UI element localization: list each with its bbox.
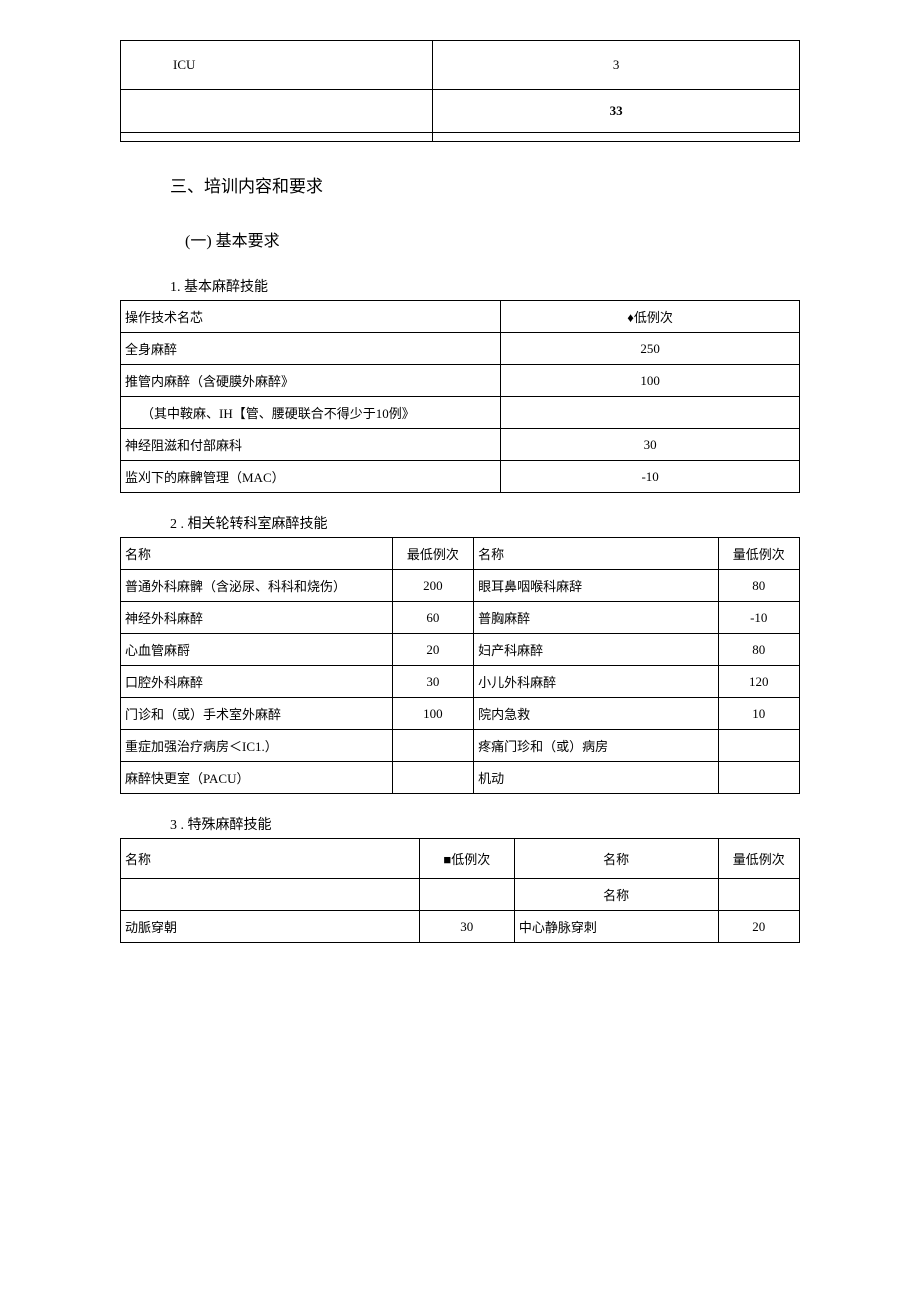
header-cell: ■低例次 xyxy=(419,839,514,879)
table-row: 神经外科麻醉 60 普胸麻醉 -10 xyxy=(121,602,800,634)
table-subheader-row: 名称 xyxy=(121,879,800,911)
header-cell: 量低例次 xyxy=(718,538,800,570)
table-row: 门诊和（或）手术室外麻醉 100 院内急救 10 xyxy=(121,698,800,730)
cell-label: 麻醉快更室（PACU） xyxy=(121,762,393,794)
basic-skills-table: 操作技术名芯 ♦低例次 全身麻醉 250 推管内麻醉（含硬膜外麻醉》 100 （… xyxy=(120,300,800,493)
table-row: 33 xyxy=(121,90,800,133)
table-row: 麻醉快更室（PACU） 机动 xyxy=(121,762,800,794)
cell-value: 20 xyxy=(718,911,800,943)
cell-label: 神经外科麻醉 xyxy=(121,602,393,634)
cell-label: 门诊和（或）手术室外麻醉 xyxy=(121,698,393,730)
cell-value: 30 xyxy=(419,911,514,943)
cell-label: 神经阻滋和付部麻科 xyxy=(121,429,501,461)
item-heading-2: 2 . 相关轮转科室麻醉技能 xyxy=(170,513,800,533)
sub-heading: (一) 基本要求 xyxy=(185,227,800,251)
header-cell: 名称 xyxy=(514,879,718,911)
table-row: 全身麻醉 250 xyxy=(121,333,800,365)
table-row xyxy=(121,133,800,142)
table-row: 神经阻滋和付部麻科 30 xyxy=(121,429,800,461)
header-cell: 量低例次 xyxy=(718,839,800,879)
cell-value xyxy=(392,730,473,762)
cell-value: -10 xyxy=(501,461,800,493)
cell-label: 眼耳鼻咽喉科麻辞 xyxy=(474,570,718,602)
cell-label: 监刈下的麻髀管理（MAC） xyxy=(121,461,501,493)
cell-label xyxy=(121,90,433,133)
cell-value: 33 xyxy=(433,90,800,133)
cell-empty xyxy=(718,879,800,911)
table-row: （其中鞍麻、IH【管、腰硬联合不得少于10例》 xyxy=(121,397,800,429)
cell-label: 普通外科麻髀（含泌尿、科科和烧伤） xyxy=(121,570,393,602)
table-row: 动脈穿朝 30 中心静脉穿刺 20 xyxy=(121,911,800,943)
cell-value: -10 xyxy=(718,602,800,634)
table-row: ICU 3 xyxy=(121,41,800,90)
cell-value: 120 xyxy=(718,666,800,698)
section-heading: 三、培训内容和要求 xyxy=(170,172,800,197)
cell-value: 80 xyxy=(718,634,800,666)
header-cell: 名称 xyxy=(514,839,718,879)
cell-value: 60 xyxy=(392,602,473,634)
cell-value: 200 xyxy=(392,570,473,602)
cell-value xyxy=(718,762,800,794)
cell-label: 推管内麻醉（含硬膜外麻醉》 xyxy=(121,365,501,397)
cell-empty xyxy=(121,133,433,142)
header-cell: 名称 xyxy=(474,538,718,570)
cell-value xyxy=(392,762,473,794)
item-heading-1: 1. 基本麻醉技能 xyxy=(170,276,800,296)
item-heading-3: 3 . 特殊麻醉技能 xyxy=(170,814,800,834)
cell-value: 3 xyxy=(433,41,800,90)
table-row: 监刈下的麻髀管理（MAC） -10 xyxy=(121,461,800,493)
table-row: 推管内麻醉（含硬膜外麻醉》 100 xyxy=(121,365,800,397)
cell-value xyxy=(718,730,800,762)
cell-value: 100 xyxy=(501,365,800,397)
cell-empty xyxy=(419,879,514,911)
table-row: 重症加强治疗病房＜IC1.） 疼痛门珍和（或）病房 xyxy=(121,730,800,762)
cell-label: 普胸麻醉 xyxy=(474,602,718,634)
cell-label: 妇产科麻醉 xyxy=(474,634,718,666)
cell-empty xyxy=(121,879,420,911)
cell-label: 动脈穿朝 xyxy=(121,911,420,943)
header-cell: 最低例次 xyxy=(392,538,473,570)
rotation-skills-table: 名称 最低例次 名称 量低例次 普通外科麻髀（含泌尿、科科和烧伤） 200 眼耳… xyxy=(120,537,800,794)
cell-label: 心血管麻酹 xyxy=(121,634,393,666)
special-skills-table: 名称 ■低例次 名称 量低例次 名称 动脈穿朝 30 中心静脉穿刺 20 xyxy=(120,838,800,943)
header-cell: ♦低例次 xyxy=(501,301,800,333)
cell-label: 疼痛门珍和（或）病房 xyxy=(474,730,718,762)
cell-label: 院内急救 xyxy=(474,698,718,730)
cell-value: 30 xyxy=(501,429,800,461)
cell-label: 小儿外科麻醉 xyxy=(474,666,718,698)
cell-label: 机动 xyxy=(474,762,718,794)
cell-value: 80 xyxy=(718,570,800,602)
cell-label: ICU xyxy=(121,41,433,90)
table-row: 口腔外科麻醉 30 小儿外科麻醉 120 xyxy=(121,666,800,698)
header-cell: 名称 xyxy=(121,839,420,879)
table-row: 普通外科麻髀（含泌尿、科科和烧伤） 200 眼耳鼻咽喉科麻辞 80 xyxy=(121,570,800,602)
cell-value: 250 xyxy=(501,333,800,365)
cell-label: 口腔外科麻醉 xyxy=(121,666,393,698)
cell-value: 10 xyxy=(718,698,800,730)
cell-label: 中心静脉穿刺 xyxy=(514,911,718,943)
cell-label: 重症加强治疗病房＜IC1.） xyxy=(121,730,393,762)
cell-value: 20 xyxy=(392,634,473,666)
header-cell: 名称 xyxy=(121,538,393,570)
table-header-row: 名称 最低例次 名称 量低例次 xyxy=(121,538,800,570)
cell-empty xyxy=(433,133,800,142)
cell-label: 全身麻醉 xyxy=(121,333,501,365)
cell-note: （其中鞍麻、IH【管、腰硬联合不得少于10例》 xyxy=(121,397,501,429)
table-header-row: 操作技术名芯 ♦低例次 xyxy=(121,301,800,333)
header-cell: 操作技术名芯 xyxy=(121,301,501,333)
table-row: 心血管麻酹 20 妇产科麻醉 80 xyxy=(121,634,800,666)
cell-value: 100 xyxy=(392,698,473,730)
rotation-table: ICU 3 33 xyxy=(120,40,800,142)
table-header-row: 名称 ■低例次 名称 量低例次 xyxy=(121,839,800,879)
cell-value xyxy=(501,397,800,429)
cell-value: 30 xyxy=(392,666,473,698)
